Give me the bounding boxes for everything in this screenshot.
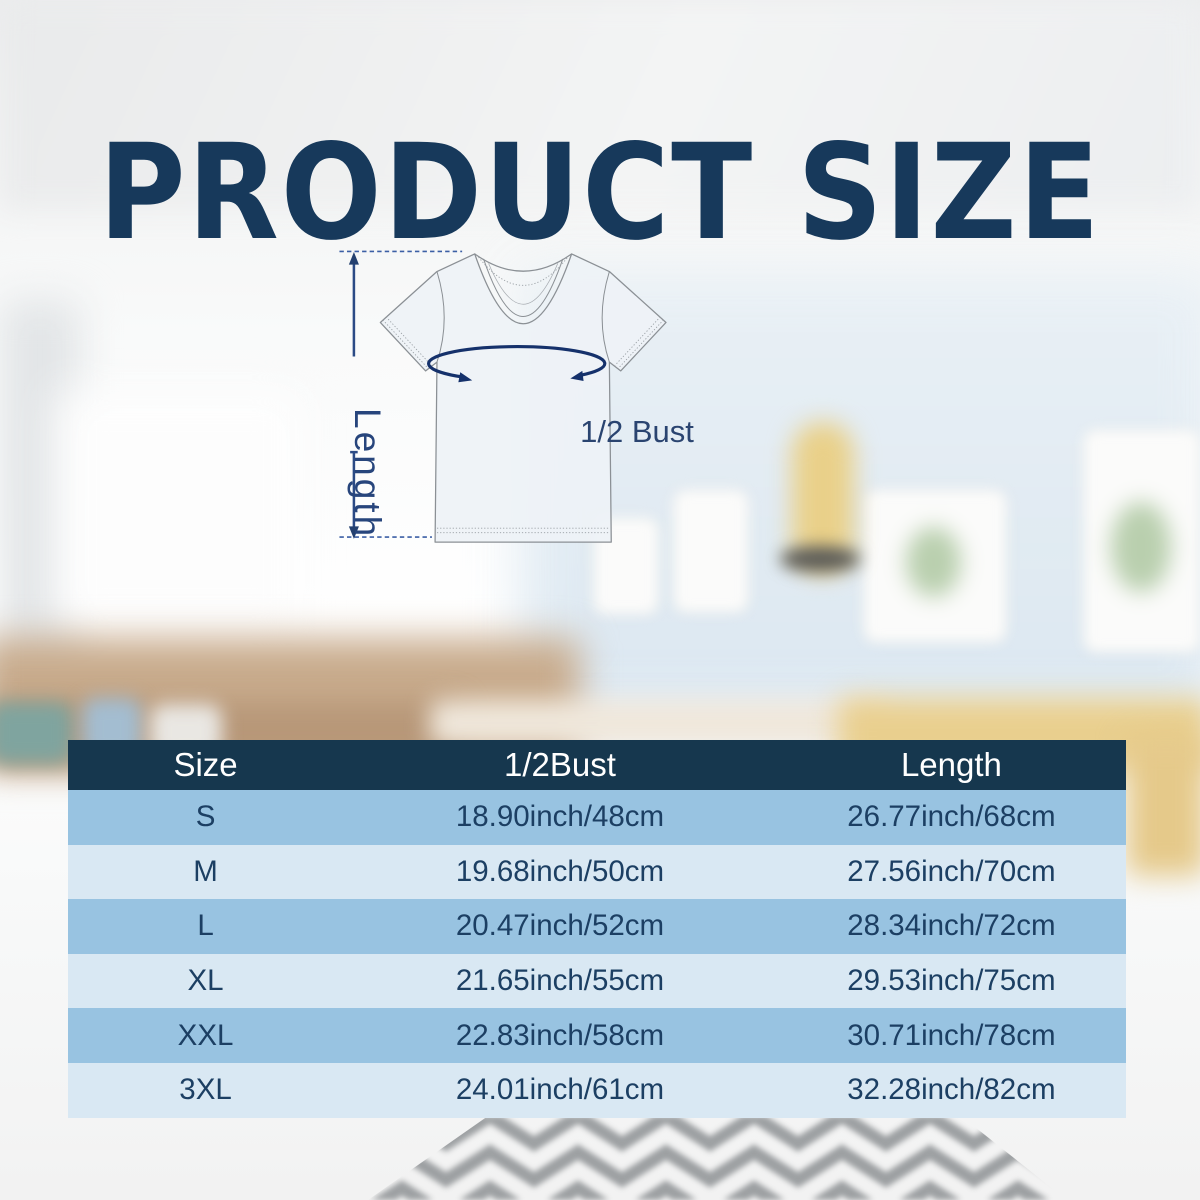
sofa-yellow-corner xyxy=(1126,736,1200,876)
length-cell: 28.34inch/72cm xyxy=(847,909,1056,943)
tshirt-outline xyxy=(379,253,667,543)
table-row: M 19.68inch/50cm 27.56inch/70cm xyxy=(68,844,1126,900)
size-table: Size 1/2Bust Length S 18.90inch/48cm 26.… xyxy=(68,740,1126,1118)
bust-cell: 24.01inch/61cm xyxy=(455,1073,665,1107)
bust-cell: 21.65inch/55cm xyxy=(455,964,665,998)
length-cell: 26.77inch/68cm xyxy=(847,800,1056,834)
col-header-bust: 1/2Bust xyxy=(504,746,616,783)
length-cell: 29.53inch/75cm xyxy=(847,964,1056,998)
length-cell: 30.71inch/78cm xyxy=(847,1018,1056,1052)
bust-cell: 20.47inch/52cm xyxy=(455,909,665,943)
table-row: XL 21.65inch/55cm 29.53inch/75cm xyxy=(68,953,1126,1009)
col-header-length: Length xyxy=(900,746,1002,783)
bust-cell: 19.68inch/50cm xyxy=(455,854,665,888)
col-header-size: Size xyxy=(173,746,238,783)
size-cell: L xyxy=(197,909,214,943)
tshirt-measurement-diagram: Length 1/2 Bust xyxy=(339,250,694,543)
zigzag-rug-pattern xyxy=(368,1116,1067,1200)
size-cell: XL xyxy=(187,964,224,998)
bust-cell: 18.90inch/48cm xyxy=(455,800,665,834)
bust-label: 1/2 Bust xyxy=(580,414,694,449)
tshirt-diagram-svg xyxy=(339,250,667,543)
bust-cell: 22.83inch/58cm xyxy=(455,1018,665,1052)
length-dimension-line xyxy=(339,250,463,539)
size-cell: XXL xyxy=(177,1018,234,1052)
length-cell: 27.56inch/70cm xyxy=(847,854,1056,888)
table-row: L 20.47inch/52cm 28.34inch/72cm xyxy=(68,899,1126,954)
table-row: XXL 22.83inch/58cm 30.71inch/78cm xyxy=(68,1008,1126,1063)
table-header-row: Size 1/2Bust Length xyxy=(68,740,1126,790)
size-cell: 3XL xyxy=(179,1073,232,1107)
table-row: 3XL 24.01inch/61cm 32.28inch/82cm xyxy=(68,1062,1126,1118)
tshirt-stitching xyxy=(382,256,664,534)
bust-arrow xyxy=(427,345,607,383)
length-label: Length xyxy=(347,408,388,540)
size-cell: M xyxy=(193,854,218,888)
size-cell: S xyxy=(195,800,216,834)
table-row: S 18.90inch/48cm 26.77inch/68cm xyxy=(68,790,1126,845)
page-title: PRODUCT SIZE xyxy=(98,116,1102,271)
length-cell: 32.28inch/82cm xyxy=(847,1073,1056,1107)
zigzag-rug xyxy=(368,1116,1067,1200)
